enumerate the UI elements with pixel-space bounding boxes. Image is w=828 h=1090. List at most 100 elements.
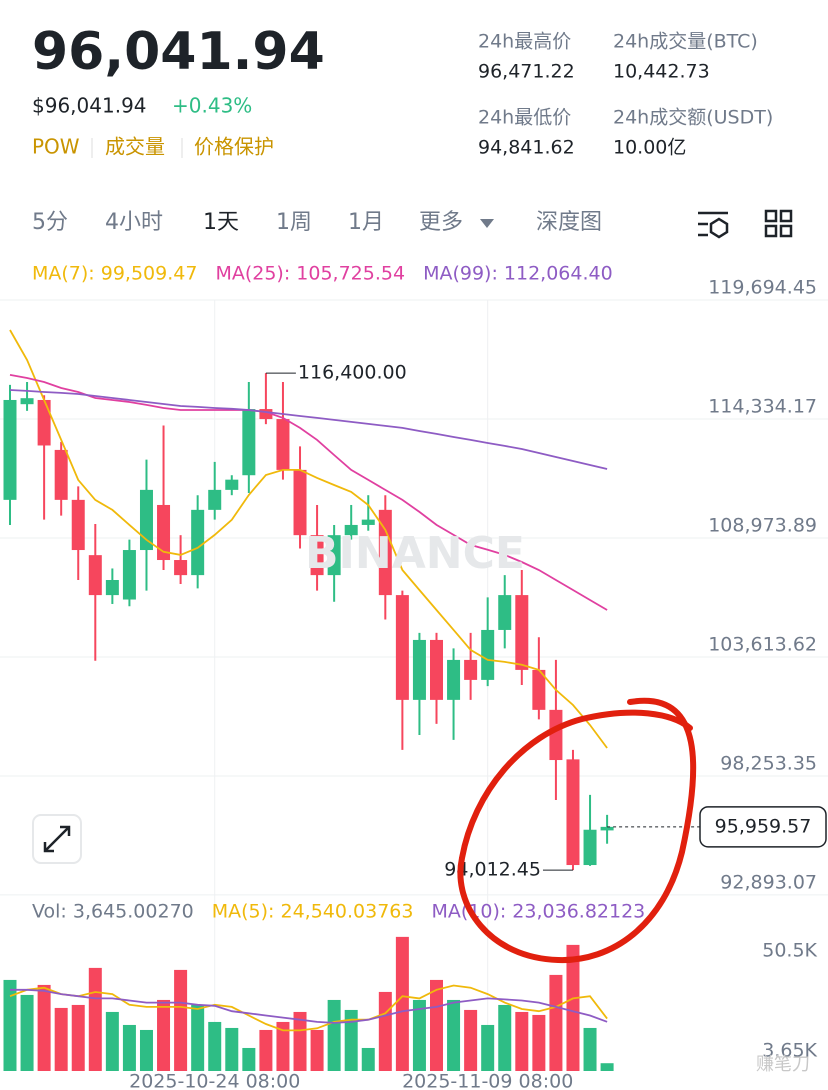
candle-body	[276, 419, 290, 470]
tag[interactable]: 价格保护	[194, 135, 274, 159]
candle-body	[378, 509, 392, 596]
volume-bar	[259, 1029, 273, 1071]
tab[interactable]: 4小时	[105, 210, 163, 235]
last-price-box	[699, 806, 827, 848]
low-label: 94,012.45	[444, 859, 541, 881]
volume-bar	[225, 1027, 239, 1071]
volume-bar	[105, 1011, 119, 1071]
y-tick-label: 103,613.62	[708, 633, 817, 655]
y-tick-label: 50.5K	[762, 940, 817, 962]
layout-icon[interactable]	[764, 209, 793, 238]
volume-bar	[327, 999, 341, 1071]
tab[interactable]: 5分	[32, 210, 68, 235]
tab[interactable]: 深度图	[536, 210, 602, 235]
volume-bar	[37, 984, 51, 1071]
volume-bar	[447, 999, 461, 1071]
candle-body	[157, 504, 171, 561]
legend-entry: MA(5): 24,540.03763	[212, 901, 414, 923]
volume-bar	[242, 1047, 256, 1071]
volume-bar	[378, 991, 392, 1071]
candle-body	[430, 639, 443, 700]
candle-body	[54, 449, 68, 500]
volume-bar	[430, 979, 443, 1071]
ma-line	[10, 988, 608, 1024]
high-label: 116,400.00	[298, 362, 407, 384]
legend-label: Vol: 3,645.00270	[32, 901, 194, 923]
candle-body	[122, 550, 136, 600]
y-tick-label: 119,694.45	[708, 276, 817, 298]
candle-body	[139, 489, 153, 551]
legend-entry: MA(10): 23,036.82123	[431, 901, 645, 923]
y-tick-label: 92,893.07	[720, 871, 817, 893]
candle-body	[259, 409, 273, 420]
candle-body	[481, 629, 495, 680]
candle-body	[37, 399, 51, 446]
ma-line	[9, 389, 608, 470]
dropdown-icon	[480, 219, 494, 228]
settings-icon[interactable]	[698, 211, 729, 239]
candle-body	[361, 519, 375, 525]
y-tick-label: 114,334.17	[708, 395, 817, 417]
x-tick-label: 2025-10-24 08:00	[129, 1071, 300, 1090]
tag[interactable]: POW	[32, 135, 80, 159]
volume-bar	[20, 994, 34, 1071]
y-tick-label: 3.65K	[762, 1040, 817, 1062]
legend-entry: MA(7): 99,509.47	[32, 263, 197, 285]
volume-bar	[412, 999, 426, 1071]
volume-bar	[481, 1024, 495, 1071]
stat-value: 10.00亿	[613, 137, 686, 159]
tab[interactable]: 更多	[419, 210, 463, 235]
volume-bar	[344, 1009, 358, 1071]
candle-body	[327, 535, 341, 576]
stat-label: 24h成交量(BTC)	[613, 31, 758, 53]
candle-body	[208, 489, 222, 510]
volume-bar	[498, 1004, 512, 1071]
legend-entry: MA(25): 105,725.54	[215, 263, 405, 285]
stat-value: 10,442.73	[613, 61, 710, 83]
stat-value: 94,841.62	[478, 137, 575, 159]
fullscreen-icon	[43, 825, 71, 853]
candle-body	[515, 595, 529, 670]
candle-body	[88, 555, 102, 596]
volume-bar	[157, 999, 171, 1071]
last-price-label: 95,959.57	[715, 815, 812, 837]
credit: 赚笔刀	[756, 1054, 810, 1075]
candle-body	[344, 524, 358, 536]
y-tick-label: 108,973.89	[708, 514, 817, 536]
volume-bar	[208, 1021, 222, 1071]
candle-body	[225, 479, 239, 490]
candle-body	[3, 399, 17, 500]
stat-label: 24h最高价	[478, 31, 571, 53]
stat-value: 96,471.22	[478, 61, 575, 83]
x-tick-label: 2025-11-09 08:00	[402, 1071, 573, 1090]
stat-label: 24h成交额(USDT)	[613, 107, 773, 129]
tab[interactable]: 1周	[276, 210, 312, 235]
volume-bar	[71, 1004, 85, 1071]
volume-bar	[583, 1027, 597, 1071]
candle-body	[464, 659, 478, 680]
price-usd: $96,041.94	[32, 94, 147, 118]
candle-body	[191, 509, 205, 576]
volume-bar	[532, 1014, 546, 1071]
tab[interactable]: 1月	[348, 210, 384, 235]
ma-line	[9, 329, 608, 749]
volume-bar	[600, 1063, 614, 1071]
tab-active[interactable]: 1天	[203, 210, 239, 235]
volume-bar	[54, 1007, 68, 1071]
legend-entry: MA(99): 112,064.40	[423, 263, 613, 285]
volume-bar	[174, 969, 188, 1071]
candle-body	[412, 639, 426, 700]
volume-bar	[191, 1004, 205, 1071]
y-tick-label: 98,253.35	[720, 752, 817, 774]
price: 96,041.94	[32, 22, 325, 82]
volume-bar	[139, 1029, 153, 1071]
volume-bar	[395, 936, 409, 1071]
ma-line	[9, 984, 608, 1032]
ma-line	[9, 374, 608, 611]
candle-body	[174, 560, 188, 576]
watermark: BINANCE	[305, 528, 525, 579]
candle-body	[71, 499, 85, 551]
tag[interactable]: 成交量	[105, 135, 165, 159]
volume-bar	[515, 1011, 529, 1071]
